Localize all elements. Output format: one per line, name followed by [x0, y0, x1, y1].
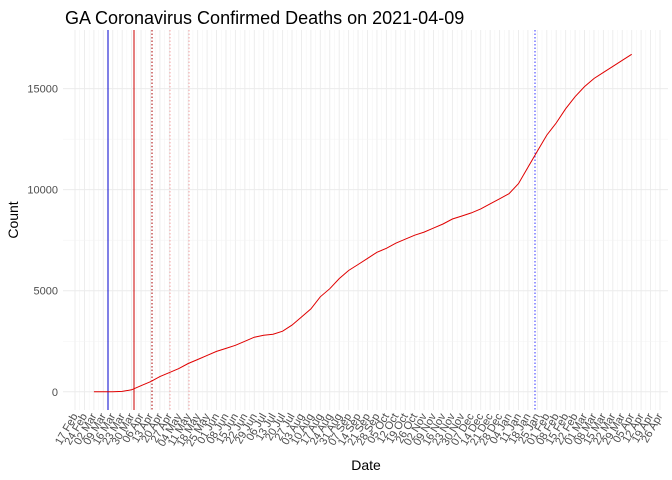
- chart-title: GA Coronavirus Confirmed Deaths on 2021-…: [65, 8, 464, 28]
- x-axis-title: Date: [351, 457, 381, 473]
- y-tick-label: 0: [52, 387, 58, 399]
- grid: [63, 30, 668, 410]
- y-tick-label: 10000: [27, 185, 58, 197]
- y-tick-label: 15000: [27, 84, 58, 96]
- y-axis-title: Count: [5, 201, 21, 238]
- reference-lines: [107, 30, 536, 410]
- data-line: [93, 53, 632, 393]
- y-tick-label: 5000: [34, 286, 58, 298]
